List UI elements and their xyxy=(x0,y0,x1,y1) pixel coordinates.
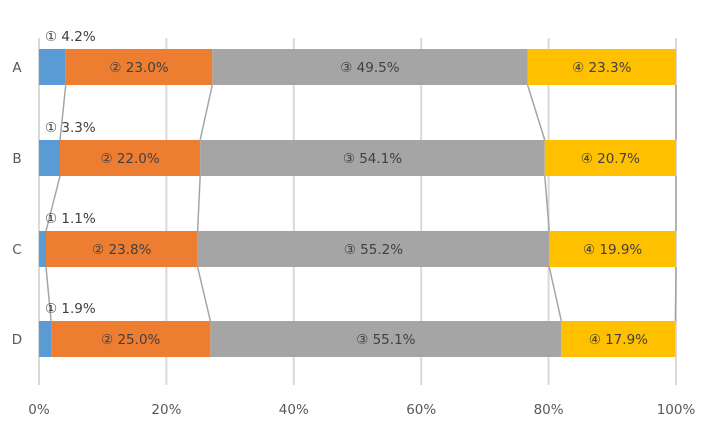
bar-segment-2 xyxy=(51,321,211,357)
x-tick-label: 0% xyxy=(28,402,50,418)
series-line xyxy=(45,175,61,232)
bar-segment-3 xyxy=(210,321,562,357)
data-label: ④ 19.9% xyxy=(583,242,642,258)
series-line xyxy=(196,266,212,322)
category-label: B xyxy=(12,151,21,167)
bar-segment-3 xyxy=(197,231,550,267)
category-label: D xyxy=(12,332,22,348)
category-label: A xyxy=(12,60,22,76)
data-label: ① 4.2% xyxy=(45,29,96,45)
data-label: ① 3.3% xyxy=(45,120,96,136)
category-label: C xyxy=(12,242,21,258)
x-tick-label: 100% xyxy=(657,402,696,418)
data-label: ① 1.1% xyxy=(45,211,96,227)
data-labels: ① 4.2% ② 23.0% ③ 49.5% ④ 23.3% ① 3.3%② 22.0%… xyxy=(45,29,648,348)
bar-segment-2 xyxy=(65,49,213,85)
x-tick-label: 80% xyxy=(534,402,564,418)
value-axis: 0% 20% 40% 60% 80% 100% xyxy=(28,402,695,418)
series-line xyxy=(526,84,546,141)
bar-segment-2 xyxy=(60,140,201,176)
data-label: ③ 54.1% xyxy=(343,151,402,167)
data-label: ① 1.9% xyxy=(45,301,96,317)
series-lines xyxy=(45,84,677,322)
data-label: ④ 17.9% xyxy=(589,332,648,348)
data-label: ② 25.0% xyxy=(101,332,160,348)
bars xyxy=(39,49,676,357)
series-line xyxy=(544,175,550,232)
data-label: ④ 23.3% xyxy=(572,60,631,76)
data-label: ③ 55.1% xyxy=(356,332,415,348)
data-label: ③ 55.2% xyxy=(344,242,403,258)
bar-segment-1 xyxy=(39,140,61,176)
bar-segment-1 xyxy=(39,321,52,357)
x-tick-label: 40% xyxy=(279,402,309,418)
bar-segment-2 xyxy=(46,231,198,267)
series-line xyxy=(59,84,67,141)
bar-segment-4 xyxy=(527,49,676,85)
data-label: ③ 49.5% xyxy=(340,60,399,76)
bar-segment-4 xyxy=(544,140,676,176)
data-label: ② 23.8% xyxy=(92,242,151,258)
series-line xyxy=(199,84,213,141)
data-label: ② 22.0% xyxy=(100,151,159,167)
bar-segment-4 xyxy=(561,321,676,357)
series-line xyxy=(45,266,52,322)
data-label: ② 23.0% xyxy=(109,60,168,76)
series-line xyxy=(674,266,677,322)
bar-segment-3 xyxy=(212,49,528,85)
series-line xyxy=(196,175,201,232)
x-tick-label: 20% xyxy=(151,402,181,418)
category-axis: A B C D xyxy=(12,60,23,348)
data-label: ④ 20.7% xyxy=(581,151,640,167)
bar-segment-3 xyxy=(200,140,545,176)
x-tick-label: 60% xyxy=(406,402,436,418)
bar-segment-1 xyxy=(39,231,47,267)
bar-segment-1 xyxy=(39,49,66,85)
bar-segment-4 xyxy=(549,231,676,267)
series-line xyxy=(548,266,563,322)
